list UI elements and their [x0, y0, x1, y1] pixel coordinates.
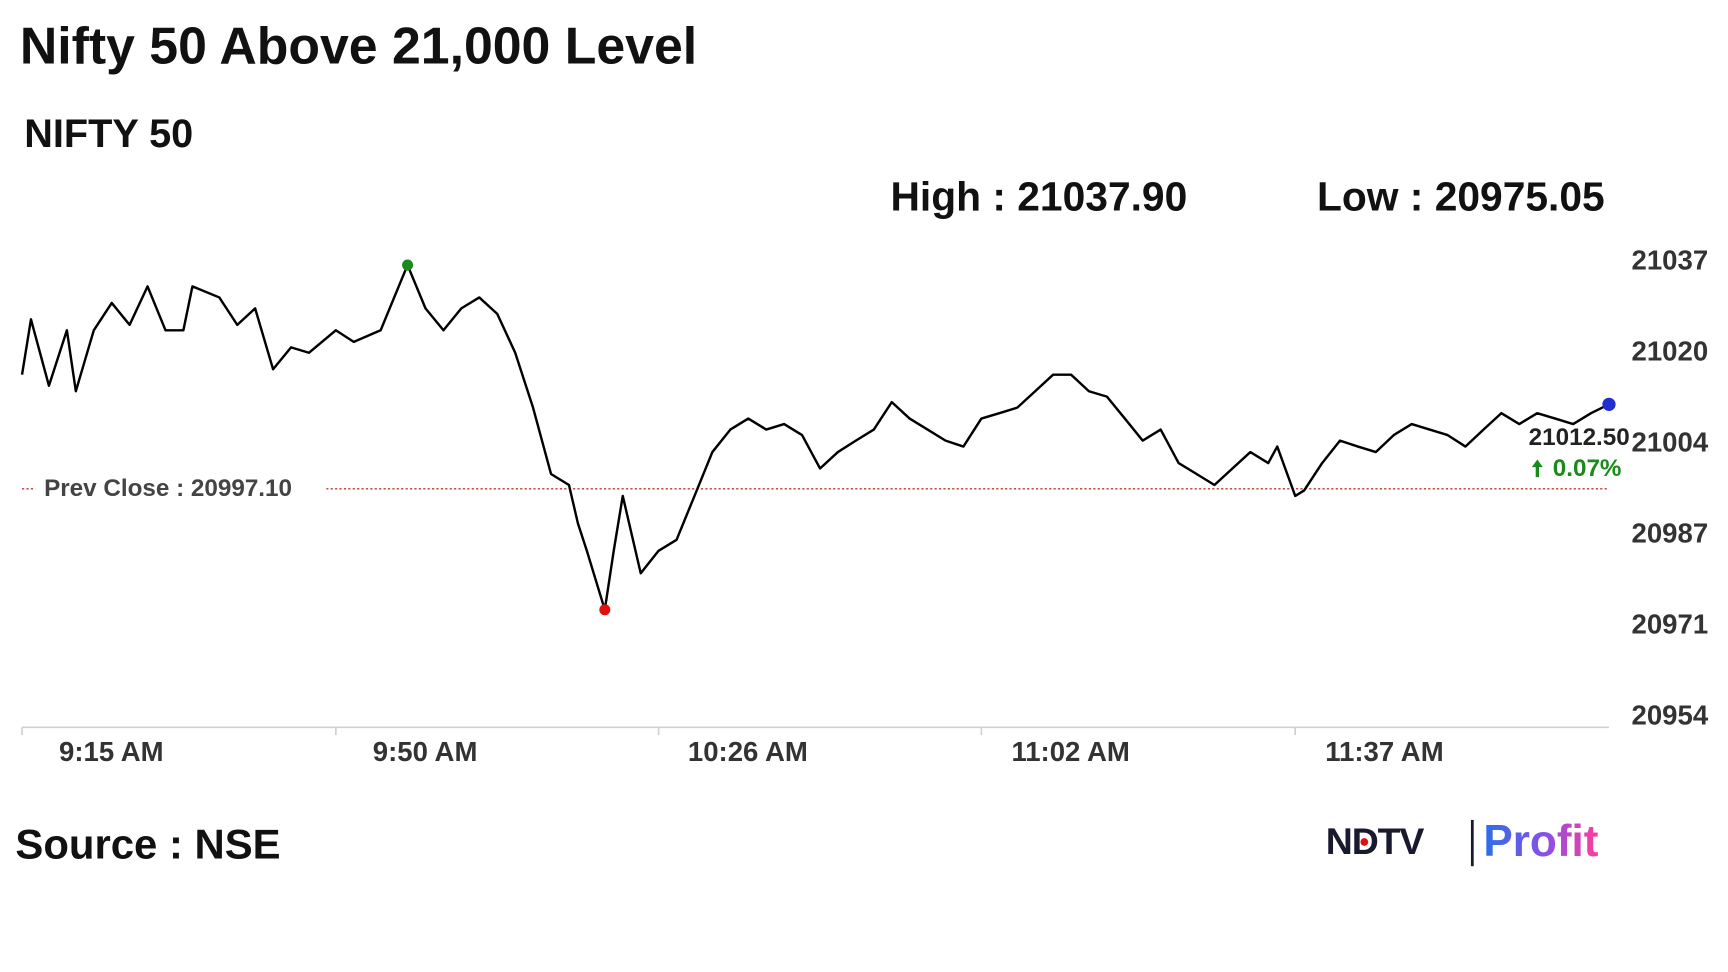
x-tick-label: 9:15 AM — [59, 736, 164, 767]
low-marker — [599, 604, 611, 616]
chart-title: Nifty 50 Above 21,000 Level — [20, 16, 697, 74]
y-tick-label: 21020 — [1632, 336, 1709, 367]
low-prefix: Low : — [1317, 173, 1423, 219]
prev-close-prefix: Prev Close : — [44, 475, 184, 502]
x-tick-label: 11:02 AM — [1011, 736, 1129, 767]
x-tick-label: 11:37 AM — [1325, 736, 1443, 767]
y-tick-label: 21037 — [1632, 245, 1709, 276]
logo-brand: NDTV — [1326, 820, 1425, 862]
high-prefix: High : — [890, 173, 1005, 219]
price-line — [20, 263, 1610, 611]
last-marker — [1602, 397, 1616, 411]
logo-product: Profit — [1483, 817, 1598, 866]
x-tick-label: 10:26 AM — [688, 736, 808, 767]
logo-dot — [1360, 838, 1369, 846]
high-label: High : 21037.90 — [890, 173, 1187, 219]
up-arrow — [1531, 459, 1543, 478]
prev-close-bg — [35, 473, 327, 505]
y-tick-label: 20954 — [1632, 700, 1709, 731]
last-change: 0.07% — [1531, 455, 1622, 482]
last-value: 21012.50 — [1529, 424, 1630, 451]
prev-close-label: Prev Close : 20997.10 — [44, 475, 292, 502]
plot: 21037 21020 21004 20987 20971 20954 9:15 AM 9:5… — [20, 245, 1709, 767]
high-marker — [402, 259, 414, 271]
low-label: Low : 20975.05 — [1317, 173, 1605, 219]
y-tick-label: 20971 — [1632, 609, 1709, 640]
low-value: 20975.05 — [1435, 173, 1605, 219]
chart-subtitle: NIFTY 50 — [24, 112, 193, 156]
y-tick-label: 21004 — [1632, 427, 1709, 458]
high-value: 21037.90 — [1017, 173, 1187, 219]
last-change-label: 0.07% — [1553, 455, 1622, 482]
prev-close-value: 20997.10 — [191, 475, 292, 502]
x-tick-label: 9:50 AM — [373, 736, 478, 767]
source: Source : NSE — [15, 821, 280, 868]
y-tick-label: 20987 — [1632, 518, 1709, 549]
